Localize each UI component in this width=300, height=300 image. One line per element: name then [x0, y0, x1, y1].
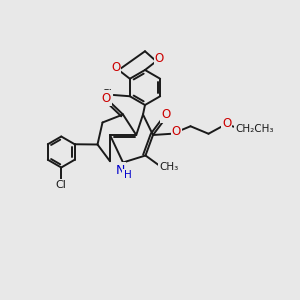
Text: CH₃: CH₃ [159, 162, 178, 172]
Text: O: O [111, 61, 120, 74]
Text: O: O [154, 52, 164, 65]
Text: O: O [222, 117, 231, 130]
Text: CH₂CH₃: CH₂CH₃ [236, 124, 274, 134]
Text: Cl: Cl [101, 89, 112, 99]
Text: O: O [101, 92, 111, 104]
Text: H: H [124, 170, 131, 180]
Text: Cl: Cl [56, 180, 67, 190]
Text: O: O [161, 109, 170, 122]
Text: O: O [172, 125, 181, 138]
Text: N: N [116, 164, 125, 176]
